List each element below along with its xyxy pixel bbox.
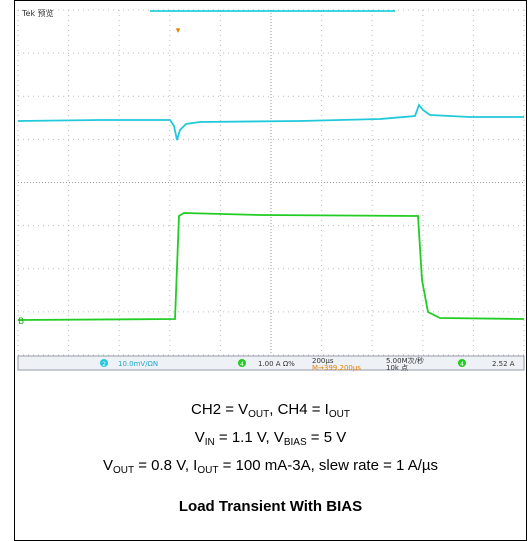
- text: = 1.1 V, V: [214, 429, 284, 446]
- ch2-scale: 10.0mV/ΩN: [118, 360, 158, 368]
- position: M→399.200µs: [312, 364, 361, 372]
- status-bar: [17, 355, 525, 371]
- text: = 5 V: [306, 429, 347, 446]
- ch4-badge: [238, 359, 246, 367]
- ch4-trace: [17, 212, 525, 321]
- ch2-badge: [100, 359, 108, 367]
- text: V: [194, 429, 205, 446]
- trigger-ch: 4: [460, 361, 464, 368]
- text: V: [102, 457, 113, 474]
- ch4-marker: B: [18, 317, 24, 327]
- subscript: OUT: [197, 465, 219, 476]
- text: , CH4 = I: [269, 401, 329, 418]
- text: = 0.8 V, I: [134, 457, 198, 474]
- figure-title: Load Transient With BIAS: [178, 498, 363, 515]
- caption-line: VOUT = 0.8 V, IOUT = 100 mA-3A, slew rat…: [14, 457, 527, 476]
- timebase: 200µs: [312, 357, 334, 365]
- subscript: OUT: [248, 409, 270, 420]
- trigger-level: 2.52 A: [492, 360, 515, 368]
- brand: Tek 预览: [21, 8, 54, 18]
- caption-line: VIN = 1.1 V, VBIAS = 5 V: [14, 429, 527, 448]
- record-length: 10k 点: [386, 364, 408, 372]
- subscript: OUT: [112, 465, 135, 476]
- trigger-marker: ▾: [176, 26, 181, 36]
- subscript: IN: [204, 437, 215, 448]
- caption-line: CH2 = VOUT, CH4 = IOUT: [14, 401, 527, 420]
- graticule: [17, 9, 525, 356]
- text: CH2 = V: [191, 401, 249, 418]
- ch4-num: 4: [240, 361, 244, 368]
- subscript: BIAS: [283, 437, 307, 448]
- ch4-scale: 1.00 A Ω%: [258, 360, 295, 368]
- sample-rate: 5.00M次/秒: [386, 356, 424, 365]
- subscript: OUT: [328, 409, 350, 420]
- ch2-trace: [17, 103, 524, 141]
- trigger-badge: [458, 359, 466, 367]
- ch2-num: 2: [102, 361, 106, 368]
- text: = 100 mA-3A, slew rate = 1 A/µs: [218, 457, 439, 474]
